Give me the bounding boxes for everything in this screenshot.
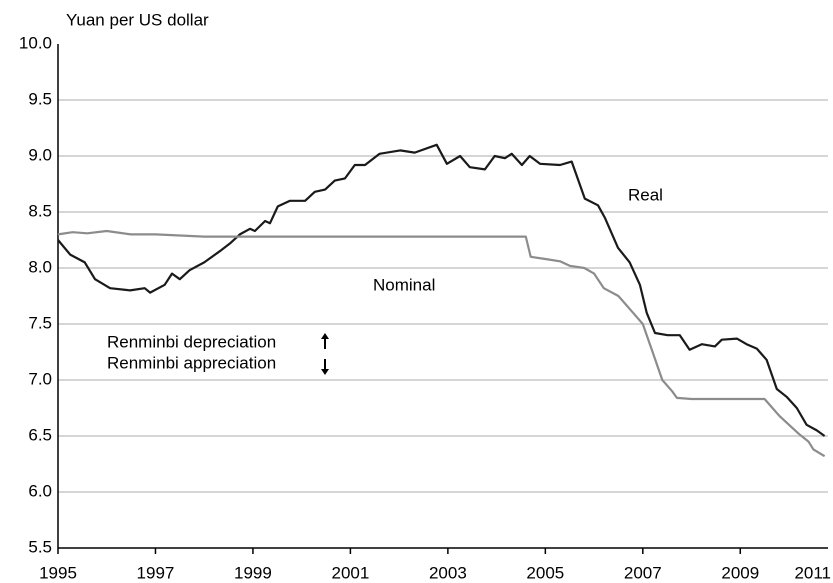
legend-label: Nominal bbox=[373, 275, 435, 294]
annotation: Renminbi appreciation bbox=[107, 353, 276, 372]
legend-label: Real bbox=[628, 185, 663, 204]
y-tick-label: 8.0 bbox=[28, 257, 52, 276]
y-axis-label: Yuan per US dollar bbox=[66, 10, 209, 29]
x-tick-label: 1999 bbox=[234, 563, 272, 582]
y-tick-label: 5.5 bbox=[28, 537, 52, 556]
x-tick-label: 2009 bbox=[721, 563, 759, 582]
x-tick-label: 2003 bbox=[429, 563, 467, 582]
y-tick-label: 6.0 bbox=[28, 481, 52, 500]
x-tick-label: 1995 bbox=[39, 563, 77, 582]
y-tick-label: 8.5 bbox=[28, 201, 52, 220]
x-tick-label: 2005 bbox=[526, 563, 564, 582]
x-tick-label: 1997 bbox=[137, 563, 175, 582]
line bbox=[57, 229, 826, 458]
y-tick-label: 7.0 bbox=[28, 369, 52, 388]
line bbox=[57, 143, 826, 437]
y-tick-label: 6.5 bbox=[28, 425, 52, 444]
y-tick-label: 7.5 bbox=[28, 313, 52, 332]
x-tick-label: 2001 bbox=[331, 563, 369, 582]
x-tick-label: 2011 bbox=[794, 563, 831, 582]
y-tick-label: 9.0 bbox=[28, 145, 52, 164]
y-tick-label: 10.0 bbox=[19, 33, 52, 52]
x-tick-label: 2007 bbox=[624, 563, 662, 582]
y-tick-label: 9.5 bbox=[28, 89, 52, 108]
arrow-down bbox=[321, 359, 329, 375]
annotation: Renminbi depreciation bbox=[107, 332, 276, 351]
arrow-up bbox=[321, 333, 329, 349]
